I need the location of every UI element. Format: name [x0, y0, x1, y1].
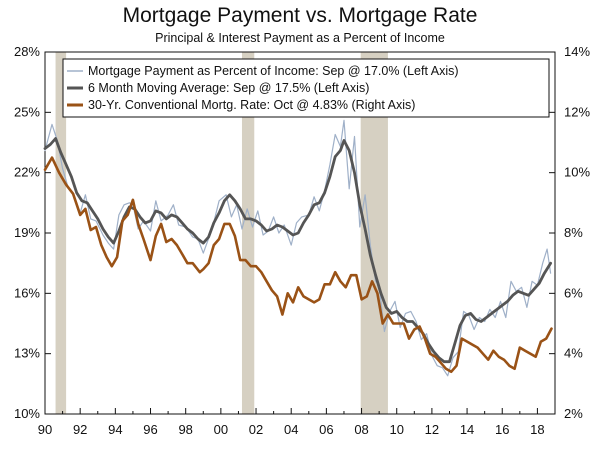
- left-axis-tick-label: 10%: [14, 406, 40, 421]
- right-axis-tick-label: 12%: [564, 104, 590, 119]
- x-axis-tick-label: 90: [38, 422, 52, 437]
- right-axis-tick-label: 2%: [564, 406, 583, 421]
- axis-labels: 10% 13% 16% 19% 22% 25% 28% 2% 4% 6% 8% 10% 12% 14% 90…: [14, 44, 590, 437]
- x-axis-tick-label: 04: [284, 422, 298, 437]
- left-axis-tick-label: 13%: [14, 346, 40, 361]
- x-axis-tick-label: 02: [249, 422, 263, 437]
- x-axis-tick-label: 18: [530, 422, 544, 437]
- x-axis-tick-label: 16: [495, 422, 509, 437]
- legend-box: [62, 58, 550, 118]
- x-axis-tick-label: 06: [319, 422, 333, 437]
- left-axis-tick-label: 16%: [14, 285, 40, 300]
- axis-ticks: [44, 51, 555, 415]
- recession-band-2: [241, 52, 255, 414]
- right-axis-tick-label: 6%: [564, 285, 583, 300]
- left-axis-tick-label: 19%: [14, 225, 40, 240]
- x-axis-tick-label: 12: [425, 422, 439, 437]
- x-axis-tick-label: 96: [143, 422, 157, 437]
- left-axis-tick-label: 22%: [14, 165, 40, 180]
- x-axis-tick-label: 10: [389, 422, 403, 437]
- series-lines: [43, 119, 553, 377]
- chart-title: Mortgage Payment vs. Mortgage Rate: [122, 4, 478, 27]
- right-axis-tick-label: 8%: [564, 225, 583, 240]
- legend: Mortgage Payment as Percent of Income: S…: [62, 58, 550, 118]
- x-axis-tick-label: 94: [108, 422, 122, 437]
- left-axis-tick-label: 25%: [14, 104, 40, 119]
- x-axis-tick-label: 98: [178, 422, 192, 437]
- x-axis-tick-label: 08: [354, 422, 368, 437]
- chart-subtitle: Principal & Interest Payment as a Percen…: [155, 31, 445, 45]
- legend-label-moving-average: 6 Month Moving Average: Sep @ 17.5% (Lef…: [88, 81, 369, 95]
- recession-band-1: [55, 52, 67, 414]
- legend-label-payment: Mortgage Payment as Percent of Income: S…: [88, 64, 459, 78]
- legend-label-mortgage-rate: 30-Yr. Conventional Mortg. Rate: Oct @ 4…: [88, 98, 415, 112]
- left-axis-tick-label: 28%: [14, 44, 40, 59]
- x-axis-tick-label: 00: [214, 422, 228, 437]
- series-line-payment: [44, 119, 552, 377]
- x-axis-tick-label: 14: [460, 422, 474, 437]
- right-axis-tick-label: 10%: [564, 165, 590, 180]
- right-axis-tick-label: 14%: [564, 44, 590, 59]
- right-axis-tick-label: 4%: [564, 346, 583, 361]
- x-axis-tick-label: 92: [73, 422, 87, 437]
- series-line-mortgage-rate: [43, 156, 553, 374]
